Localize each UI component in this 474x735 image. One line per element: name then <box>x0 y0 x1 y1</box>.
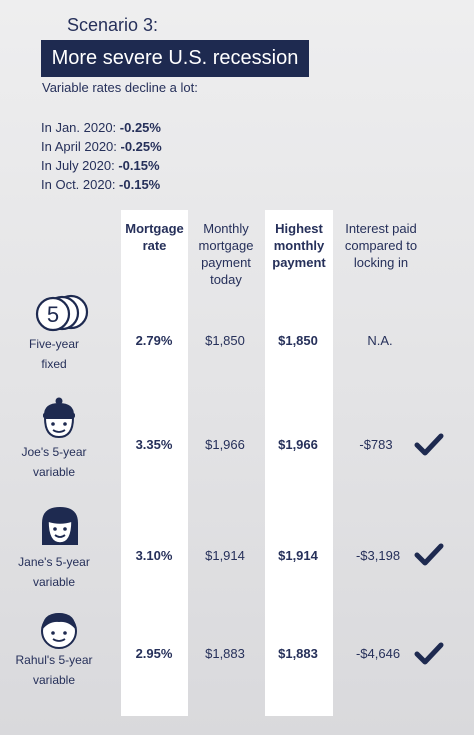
row1-monthly-payment: $1,850 <box>205 333 245 348</box>
scenario-label: Scenario 3: <box>67 15 159 35</box>
row3-mortgage-rate: 3.10% <box>135 548 173 563</box>
rate-change-july: In July 2020: -0.15% <box>41 158 160 173</box>
mortgage-rate-column-bg <box>121 210 188 716</box>
header-monthly-payment: Monthly mortgage payment today <box>198 221 254 287</box>
row2-interest-paid: -$783 <box>359 437 393 452</box>
row4-mortgage-rate: 2.95% <box>135 646 173 661</box>
row4-monthly-payment: $1,883 <box>205 646 245 661</box>
row4-highest-payment: $1,883 <box>278 646 318 661</box>
header-highest-payment: Highest monthly payment <box>272 221 326 270</box>
rate-change-list: In Jan. 2020: -0.25% In April 2020: -0.2… <box>41 118 162 194</box>
jane-face-icon <box>42 507 78 545</box>
row1-interest-paid: N.A. <box>367 333 393 348</box>
row1-mortgage-rate: 2.79% <box>135 333 173 348</box>
page-title: More severe U.S. recession <box>41 40 309 77</box>
svg-text:5: 5 <box>47 302 59 327</box>
row-label-jane: Jane's 5-year variable <box>18 555 90 589</box>
row3-monthly-payment: $1,914 <box>205 548 245 563</box>
row-label-rahul: Rahul's 5-year variable <box>15 653 93 687</box>
row-label-five-year-fixed: Five-year fixed <box>28 337 79 371</box>
row2-mortgage-rate: 3.35% <box>135 437 173 452</box>
row4-interest-paid: -$4,646 <box>355 646 401 661</box>
rahul-face-icon <box>41 613 77 649</box>
row2-monthly-payment: $1,966 <box>205 437 245 452</box>
header-interest-paid: Interest paid compared to locking in <box>344 221 418 270</box>
row3-interest-paid: -$3,198 <box>355 548 401 563</box>
checkmark-icon <box>414 642 444 665</box>
subtitle: Variable rates decline a lot: <box>42 80 198 95</box>
checkmark-icon <box>414 543 444 566</box>
rate-change-april: In April 2020: -0.25% <box>41 139 162 154</box>
row3-highest-payment: $1,914 <box>278 548 318 563</box>
joe-face-icon <box>43 397 75 439</box>
rate-change-oct: In Oct. 2020: -0.15% <box>41 177 161 192</box>
highest-payment-column-bg <box>265 210 333 716</box>
row1-highest-payment: $1,850 <box>278 333 318 348</box>
header-mortgage-rate: Mortgage rate <box>125 221 184 253</box>
rate-change-jan: In Jan. 2020: -0.25% <box>41 120 161 135</box>
row-label-joe: Joe's 5-year variable <box>21 445 87 479</box>
checkmark-icon <box>414 433 444 456</box>
five-coin-stack-icon: 5 <box>35 294 89 332</box>
row2-highest-payment: $1,966 <box>278 437 318 452</box>
